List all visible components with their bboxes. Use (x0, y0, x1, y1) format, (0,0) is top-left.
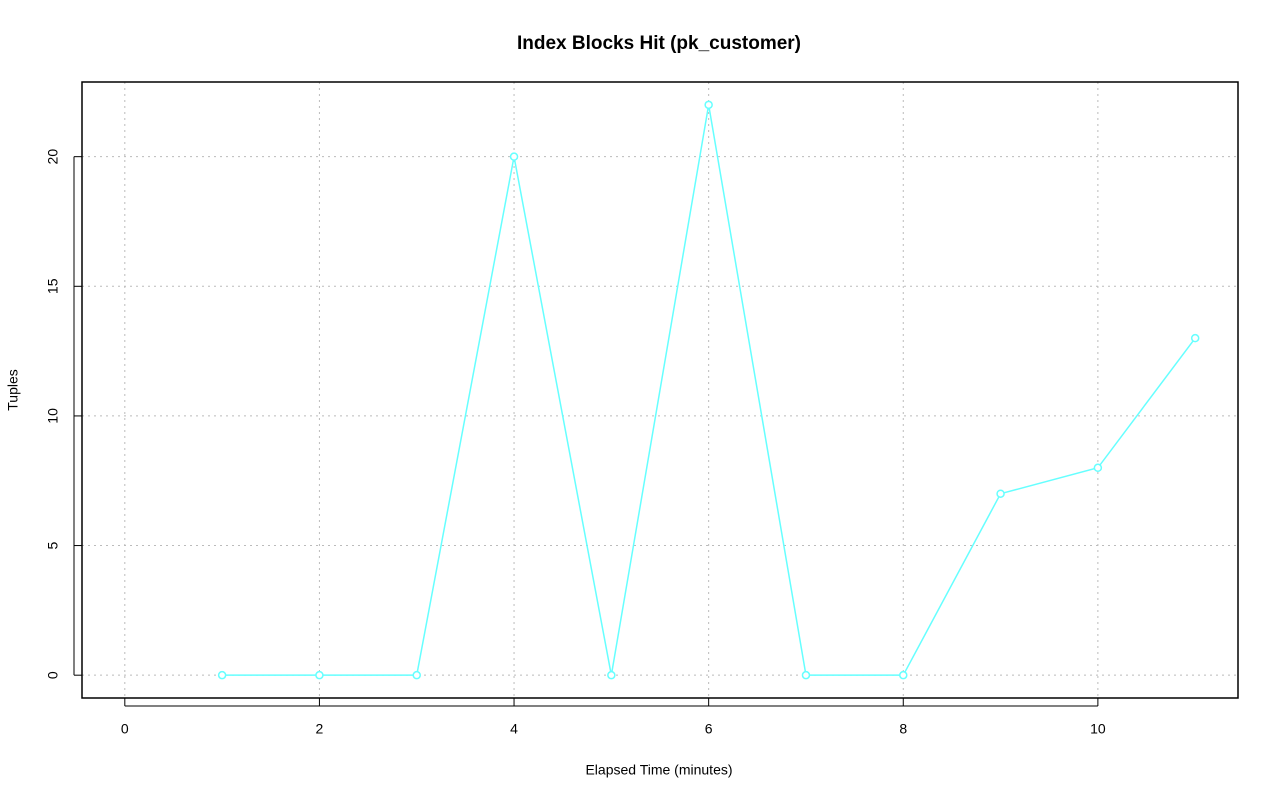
x-tick-label: 4 (510, 721, 518, 737)
point (607, 670, 616, 680)
x-axis-label: Elapsed Time (minutes) (585, 762, 732, 778)
point (996, 489, 1005, 498)
y-tick-label: 10 (45, 408, 61, 424)
point (899, 670, 908, 680)
y-tick-label: 0 (45, 671, 61, 679)
x-tick-label: 8 (899, 721, 907, 737)
y-tick-label: 20 (45, 149, 61, 165)
point (315, 670, 324, 680)
plot-frame (81, 81, 1239, 699)
point (1093, 463, 1103, 473)
y-tick-label: 5 (45, 541, 61, 549)
point (704, 100, 713, 110)
y-axis-label: Tuples (5, 369, 21, 411)
point (412, 670, 421, 680)
x-tick-label: 6 (705, 721, 713, 737)
point (1190, 333, 1200, 343)
y-tick-label: 15 (45, 278, 61, 294)
chart-title: Index Blocks Hit (pk_customer) (517, 33, 801, 54)
x-tick-label: 0 (121, 721, 129, 737)
x-tick-label: 2 (316, 721, 324, 737)
point (509, 152, 519, 161)
x-tick-label: 10 (1090, 721, 1106, 737)
point (217, 670, 227, 680)
point (801, 670, 811, 680)
